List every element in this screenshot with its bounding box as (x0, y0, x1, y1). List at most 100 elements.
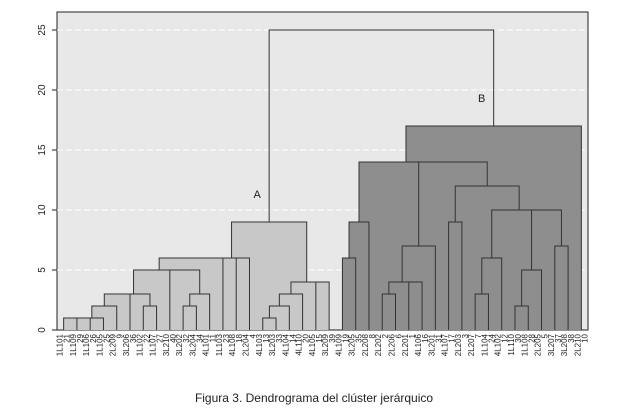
leaf-id: 22 (142, 333, 151, 342)
leaf-code: 4L109 (334, 333, 343, 356)
leaf-code: 4L106 (414, 333, 423, 356)
link (117, 293, 151, 306)
leaf-code: 4L108 (228, 333, 237, 356)
leaf-id: 31 (434, 333, 443, 342)
leaf-code: 4L101 (202, 333, 211, 356)
leaf-code: 1L107 (149, 333, 158, 356)
link (268, 29, 495, 222)
leaf-code: 2L203 (454, 333, 463, 356)
leaf-id: 32 (182, 333, 191, 342)
leaf-id: 7 (474, 333, 483, 338)
leaf-code: 1L101 (56, 333, 65, 356)
y-tick-label: 15 (37, 144, 48, 156)
leaf-id: 15 (315, 333, 324, 342)
leaf-code: 4L104 (281, 333, 290, 356)
leaf-id: 24 (487, 333, 496, 342)
leaf-code: 4L107 (441, 333, 450, 356)
link (408, 281, 423, 330)
y-tick-label: 10 (37, 204, 48, 216)
leaf-id: 13 (262, 333, 271, 342)
leaf-id: 34 (195, 333, 204, 342)
leaf-code: 4L105 (308, 333, 317, 356)
y-tick-label: 5 (37, 267, 48, 273)
leaf-id: 38 (567, 333, 576, 342)
leaf-id: 14 (288, 333, 297, 342)
leaf-id: 33 (275, 333, 284, 342)
leaf-code: 2L202 (374, 333, 383, 356)
cluster-label: B (478, 93, 485, 105)
leaf-code: 2L205 (534, 333, 543, 356)
leaf-id: 1 (408, 333, 417, 338)
link (213, 257, 250, 330)
leaf-code: 2L210 (573, 333, 582, 356)
link (491, 209, 547, 258)
leaf-code: 3L204 (188, 333, 197, 356)
leaf-code: 1L102 (135, 333, 144, 356)
leaf-id: 35 (355, 333, 364, 342)
leaf-id: 40 (169, 333, 178, 342)
leaf-code: 4L102 (494, 333, 503, 356)
link (358, 161, 453, 222)
y-tick-label: 20 (37, 84, 48, 96)
link (290, 281, 323, 294)
leaf-code: 2L209 (109, 333, 118, 356)
cluster-fills (63, 126, 582, 330)
leaf-code: 1L103 (215, 333, 224, 356)
y-tick-label: 0 (37, 327, 48, 333)
cluster-label: A (253, 189, 261, 201)
leaf-code: 3L203 (268, 333, 277, 356)
caption: Figura 3. Dendrograma del clúster jerárq… (195, 391, 433, 405)
leaf-code: 2L206 (388, 333, 397, 356)
leaf-code: 3L206 (122, 333, 131, 356)
leaf-code: 3L205 (348, 333, 357, 356)
leaf-id: 39 (328, 333, 337, 342)
leaf-code: 1L108 (520, 333, 529, 356)
leaf-id: 6 (395, 333, 404, 338)
leaf-id: 30 (514, 333, 523, 342)
leaf-id: 19 (341, 333, 350, 342)
leaf-id: 28 (527, 333, 536, 342)
y-tick-label: 25 (37, 24, 48, 36)
leaf-id: 8 (368, 333, 377, 338)
leaf-id: 29 (76, 333, 85, 342)
leaf-id: 36 (129, 333, 138, 342)
leaf-id: 2 (381, 333, 390, 338)
link (103, 293, 131, 330)
leaf-code: 3L202 (175, 333, 184, 356)
leaf-id: 10 (580, 333, 589, 342)
leaf-id: 11 (209, 333, 218, 342)
leaf-code: 3L208 (560, 333, 569, 356)
links (63, 29, 582, 330)
link (80, 317, 104, 330)
leaf-id: 21 (63, 333, 72, 342)
leaf-id: 23 (222, 333, 231, 342)
leaf-code: 3L209 (321, 333, 330, 356)
leaf-id: 25 (102, 333, 111, 342)
leaf-code: 1L109 (69, 333, 78, 356)
leaf-id: 5 (541, 333, 550, 338)
leaf-id: 18 (235, 333, 244, 342)
leaf-code: 1L105 (95, 333, 104, 356)
leaf-id: 12 (501, 333, 510, 342)
leaf-id: 16 (421, 333, 430, 342)
leaf-id: 37 (554, 333, 563, 342)
leaf-id: 17 (448, 333, 457, 342)
leaf-id: 3 (461, 333, 470, 338)
leaf-code: 3L201 (427, 333, 436, 356)
leaf-code: 4L110 (295, 333, 304, 355)
link (133, 269, 185, 294)
leaf-id: 27 (156, 333, 165, 342)
leaf-code: 2L207 (467, 333, 476, 356)
link (388, 281, 416, 294)
leaf-id: 26 (89, 333, 98, 342)
leaf-code: 3L207 (547, 333, 556, 356)
leaf-code: 1L104 (480, 333, 489, 356)
leaf-id: 4 (248, 333, 257, 338)
leaf-code: 4L103 (255, 333, 264, 356)
leaf-id: 9 (116, 333, 125, 338)
leaf-code: 2L208 (361, 333, 370, 356)
leaf-code: 2L201 (401, 333, 410, 356)
leaf-id: 20 (302, 333, 311, 342)
leaf-code: 1L106 (82, 333, 91, 356)
leaf-code: 1L110 (507, 333, 516, 355)
